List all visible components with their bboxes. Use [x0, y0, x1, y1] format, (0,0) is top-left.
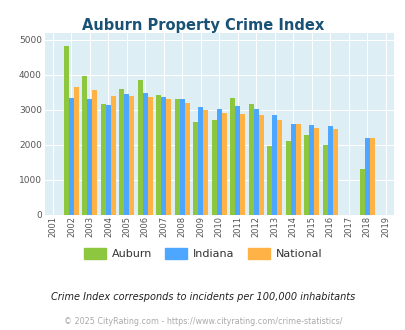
Bar: [193, 122, 198, 214]
Bar: [111, 96, 115, 214]
Bar: [253, 110, 258, 214]
Text: Crime Index corresponds to incidents per 100,000 inhabitants: Crime Index corresponds to incidents per…: [51, 292, 354, 302]
Bar: [277, 119, 281, 214]
Bar: [106, 105, 111, 214]
Bar: [198, 107, 203, 214]
Bar: [101, 104, 106, 214]
Bar: [221, 113, 226, 214]
Bar: [138, 80, 143, 214]
Bar: [179, 99, 184, 214]
Bar: [240, 114, 245, 214]
Legend: Auburn, Indiana, National: Auburn, Indiana, National: [79, 244, 326, 263]
Bar: [290, 124, 295, 214]
Bar: [369, 138, 373, 214]
Bar: [175, 99, 179, 214]
Bar: [147, 97, 152, 214]
Bar: [216, 109, 221, 214]
Bar: [124, 94, 129, 214]
Bar: [203, 110, 208, 214]
Bar: [161, 97, 166, 214]
Bar: [322, 145, 327, 214]
Bar: [308, 125, 313, 214]
Bar: [64, 46, 69, 214]
Bar: [156, 95, 161, 214]
Bar: [364, 138, 369, 214]
Bar: [285, 141, 290, 214]
Bar: [248, 104, 253, 214]
Bar: [129, 96, 134, 214]
Bar: [327, 126, 332, 214]
Bar: [92, 89, 97, 214]
Bar: [119, 89, 124, 214]
Bar: [266, 146, 271, 214]
Bar: [230, 98, 234, 214]
Bar: [143, 93, 147, 214]
Bar: [74, 87, 79, 214]
Bar: [258, 115, 263, 214]
Bar: [295, 124, 300, 214]
Text: © 2025 CityRating.com - https://www.cityrating.com/crime-statistics/: © 2025 CityRating.com - https://www.city…: [64, 317, 341, 326]
Bar: [359, 170, 364, 214]
Bar: [82, 76, 87, 215]
Bar: [69, 98, 74, 214]
Bar: [211, 120, 216, 214]
Bar: [332, 129, 337, 214]
Text: Auburn Property Crime Index: Auburn Property Crime Index: [82, 18, 323, 33]
Bar: [87, 99, 92, 214]
Bar: [313, 128, 318, 214]
Bar: [303, 135, 308, 214]
Bar: [271, 115, 277, 214]
Bar: [166, 99, 171, 214]
Bar: [184, 103, 189, 214]
Bar: [234, 106, 240, 214]
